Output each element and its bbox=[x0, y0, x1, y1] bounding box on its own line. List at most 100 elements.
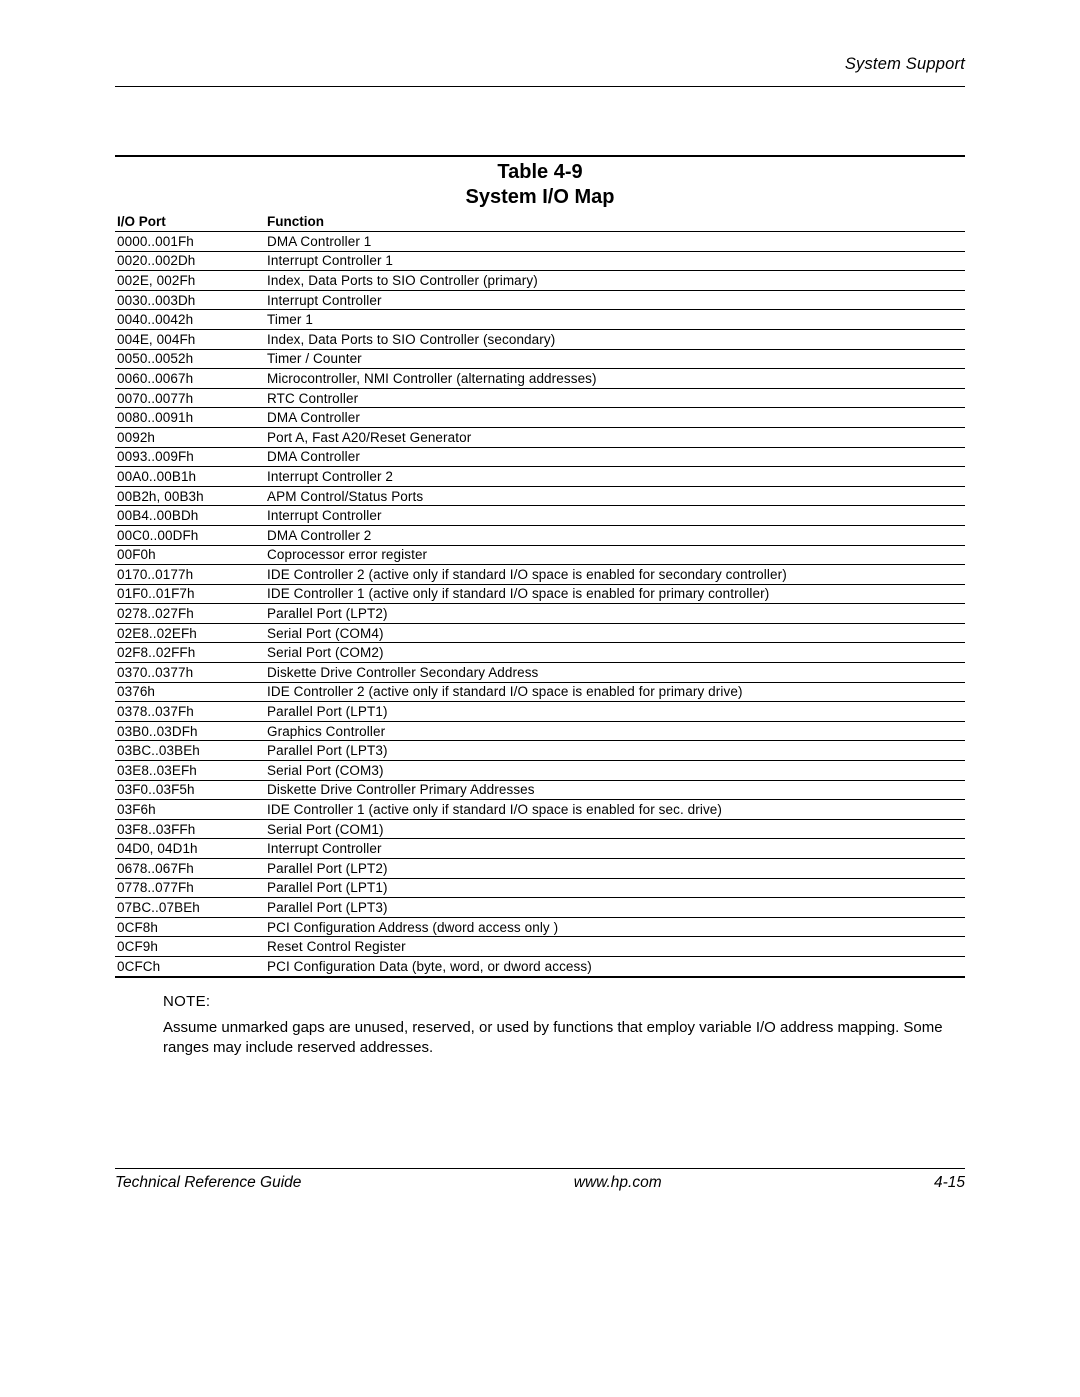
cell-function: Timer / Counter bbox=[265, 349, 965, 369]
cell-function: Serial Port (COM4) bbox=[265, 623, 965, 643]
cell-function: Parallel Port (LPT1) bbox=[265, 878, 965, 898]
cell-port: 0778..077Fh bbox=[115, 878, 265, 898]
cell-function: Index, Data Ports to SIO Controller (sec… bbox=[265, 329, 965, 349]
cell-port: 0CF9h bbox=[115, 937, 265, 957]
cell-port: 0170..0177h bbox=[115, 565, 265, 585]
cell-function: IDE Controller 1 (active only if standar… bbox=[265, 800, 965, 820]
cell-port: 0000..001Fh bbox=[115, 232, 265, 252]
cell-port: 0CFCh bbox=[115, 956, 265, 975]
cell-function: RTC Controller bbox=[265, 388, 965, 408]
table-row: 0092hPort A, Fast A20/Reset Generator bbox=[115, 427, 965, 447]
footer-right: 4-15 bbox=[934, 1174, 965, 1192]
page: System Support Table 4-9 System I/O Map … bbox=[0, 0, 1080, 1397]
cell-port: 00B4..00BDh bbox=[115, 506, 265, 526]
cell-port: 0070..0077h bbox=[115, 388, 265, 408]
cell-function: DMA Controller 1 bbox=[265, 232, 965, 252]
col-header-function: Function bbox=[265, 212, 965, 232]
table-row: 0378..037FhParallel Port (LPT1) bbox=[115, 702, 965, 722]
cell-function: DMA Controller bbox=[265, 447, 965, 467]
cell-port: 02F8..02FFh bbox=[115, 643, 265, 663]
footer-rule bbox=[115, 1168, 965, 1169]
cell-function: Serial Port (COM2) bbox=[265, 643, 965, 663]
table-row: 02E8..02EFhSerial Port (COM4) bbox=[115, 623, 965, 643]
cell-function: IDE Controller 2 (active only if standar… bbox=[265, 565, 965, 585]
cell-function: Serial Port (COM3) bbox=[265, 761, 965, 781]
cell-port: 002E, 002Fh bbox=[115, 271, 265, 291]
cell-port: 0CF8h bbox=[115, 917, 265, 937]
table-row: 0080..0091hDMA Controller bbox=[115, 408, 965, 428]
cell-function: IDE Controller 1 (active only if standar… bbox=[265, 584, 965, 604]
cell-port: 07BC..07BEh bbox=[115, 898, 265, 918]
table-caption-line2: System I/O Map bbox=[466, 186, 615, 208]
table-row: 0000..001FhDMA Controller 1 bbox=[115, 232, 965, 252]
cell-port: 0370..0377h bbox=[115, 663, 265, 683]
footer-center: www.hp.com bbox=[574, 1174, 662, 1192]
cell-port: 0050..0052h bbox=[115, 349, 265, 369]
cell-port: 0378..037Fh bbox=[115, 702, 265, 722]
table-row: 0050..0052hTimer / Counter bbox=[115, 349, 965, 369]
cell-port: 0030..003Dh bbox=[115, 290, 265, 310]
cell-port: 04D0, 04D1h bbox=[115, 839, 265, 859]
table-row: 0030..003DhInterrupt Controller bbox=[115, 290, 965, 310]
content-area: Table 4-9 System I/O Map I/O Port Functi… bbox=[115, 155, 965, 1058]
io-map-table: I/O Port Function 0000..001FhDMA Control… bbox=[115, 212, 965, 976]
table-row: 03BC..03BEhParallel Port (LPT3) bbox=[115, 741, 965, 761]
cell-function: Parallel Port (LPT3) bbox=[265, 741, 965, 761]
cell-function: Interrupt Controller 2 bbox=[265, 467, 965, 487]
table-bottom-rule bbox=[115, 976, 965, 978]
table-row: 0170..0177hIDE Controller 2 (active only… bbox=[115, 565, 965, 585]
cell-function: Interrupt Controller bbox=[265, 839, 965, 859]
cell-port: 03F8..03FFh bbox=[115, 819, 265, 839]
table-row: 04D0, 04D1hInterrupt Controller bbox=[115, 839, 965, 859]
table-row: 02F8..02FFhSerial Port (COM2) bbox=[115, 643, 965, 663]
cell-port: 00C0..00DFh bbox=[115, 525, 265, 545]
table-row: 07BC..07BEhParallel Port (LPT3) bbox=[115, 898, 965, 918]
cell-function: Microcontroller, NMI Controller (alterna… bbox=[265, 369, 965, 389]
cell-function: Parallel Port (LPT1) bbox=[265, 702, 965, 722]
table-row: 03F8..03FFhSerial Port (COM1) bbox=[115, 819, 965, 839]
table-row: 0CF8hPCI Configuration Address (dword ac… bbox=[115, 917, 965, 937]
table-row: 0CF9hReset Control Register bbox=[115, 937, 965, 957]
cell-function: DMA Controller 2 bbox=[265, 525, 965, 545]
cell-function: Parallel Port (LPT3) bbox=[265, 898, 965, 918]
table-caption: Table 4-9 System I/O Map bbox=[115, 157, 965, 212]
cell-port: 03E8..03EFh bbox=[115, 761, 265, 781]
table-row: 0778..077FhParallel Port (LPT1) bbox=[115, 878, 965, 898]
cell-function: Index, Data Ports to SIO Controller (pri… bbox=[265, 271, 965, 291]
cell-port: 03BC..03BEh bbox=[115, 741, 265, 761]
table-row: 0678..067FhParallel Port (LPT2) bbox=[115, 859, 965, 879]
cell-function: Reset Control Register bbox=[265, 937, 965, 957]
note-block: NOTE: Assume unmarked gaps are unused, r… bbox=[163, 992, 965, 1059]
table-row: 03F6hIDE Controller 1 (active only if st… bbox=[115, 800, 965, 820]
header-rule bbox=[115, 86, 965, 87]
table-row: 00B4..00BDhInterrupt Controller bbox=[115, 506, 965, 526]
table-row: 0CFChPCI Configuration Data (byte, word,… bbox=[115, 956, 965, 975]
cell-function: Graphics Controller bbox=[265, 721, 965, 741]
cell-port: 01F0..01F7h bbox=[115, 584, 265, 604]
cell-port: 00B2h, 00B3h bbox=[115, 486, 265, 506]
cell-port: 03B0..03DFh bbox=[115, 721, 265, 741]
cell-port: 0020..002Dh bbox=[115, 251, 265, 271]
table-row: 00B2h, 00B3hAPM Control/Status Ports bbox=[115, 486, 965, 506]
cell-function: Coprocessor error register bbox=[265, 545, 965, 565]
table-row: 002E, 002FhIndex, Data Ports to SIO Cont… bbox=[115, 271, 965, 291]
table-row: 004E, 004FhIndex, Data Ports to SIO Cont… bbox=[115, 329, 965, 349]
cell-function: Interrupt Controller bbox=[265, 290, 965, 310]
table-row: 0020..002DhInterrupt Controller 1 bbox=[115, 251, 965, 271]
col-header-port: I/O Port bbox=[115, 212, 265, 232]
cell-function: Port A, Fast A20/Reset Generator bbox=[265, 427, 965, 447]
cell-function: PCI Configuration Address (dword access … bbox=[265, 917, 965, 937]
cell-port: 00A0..00B1h bbox=[115, 467, 265, 487]
table-row: 00A0..00B1hInterrupt Controller 2 bbox=[115, 467, 965, 487]
cell-port: 0093..009Fh bbox=[115, 447, 265, 467]
table-caption-line1: Table 4-9 bbox=[497, 161, 582, 183]
cell-port: 02E8..02EFh bbox=[115, 623, 265, 643]
table-row: 0093..009FhDMA Controller bbox=[115, 447, 965, 467]
note-text: Assume unmarked gaps are unused, reserve… bbox=[163, 1018, 965, 1059]
cell-function: Interrupt Controller bbox=[265, 506, 965, 526]
note-label: NOTE: bbox=[163, 992, 965, 1012]
cell-function: APM Control/Status Ports bbox=[265, 486, 965, 506]
cell-port: 0060..0067h bbox=[115, 369, 265, 389]
cell-function: Parallel Port (LPT2) bbox=[265, 604, 965, 624]
page-header: System Support bbox=[115, 55, 965, 87]
